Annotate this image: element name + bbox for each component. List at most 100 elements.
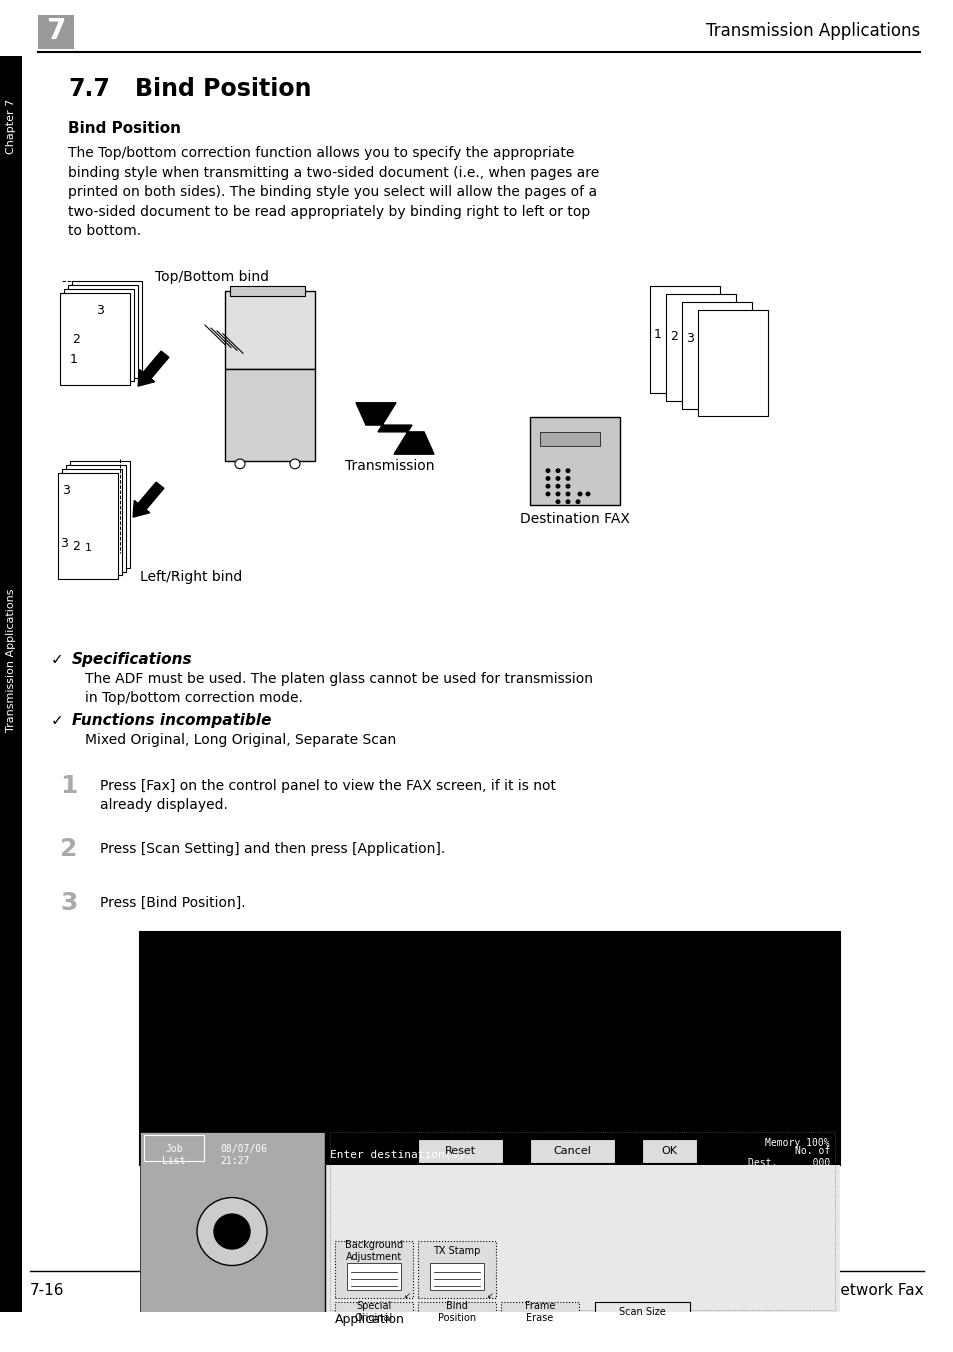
Bar (225, 291, 314, 369)
Bar (62, 469, 122, 576)
Bar (417, 1241, 496, 1298)
Polygon shape (355, 403, 434, 454)
Circle shape (213, 1214, 250, 1249)
Bar (665, 293, 735, 400)
Circle shape (575, 499, 579, 504)
Text: printed on both sides). The binding style you select will allow the pages of a: printed on both sides). The binding styl… (68, 185, 597, 199)
Bar (681, 301, 751, 408)
Text: Bind
Position: Bind Position (437, 1301, 476, 1322)
Circle shape (565, 499, 570, 504)
Bar (417, 1140, 502, 1163)
Circle shape (545, 476, 550, 481)
Circle shape (555, 476, 560, 481)
Circle shape (555, 484, 560, 488)
Circle shape (565, 476, 570, 481)
Bar (430, 1263, 483, 1290)
Bar (66, 465, 126, 572)
Text: The Top/bottom correction function allows you to specify the appropriate: The Top/bottom correction function allow… (68, 146, 574, 161)
Text: Bind Position: Bind Position (68, 120, 181, 135)
Text: Top/Bottom bind: Top/Bottom bind (154, 269, 269, 284)
Bar (140, 1132, 840, 1164)
Text: 08/07/06
21:27: 08/07/06 21:27 (220, 1144, 267, 1165)
Bar (38, 15, 74, 49)
Bar (500, 1302, 578, 1352)
Bar (70, 461, 130, 568)
Text: 7-16: 7-16 (30, 1283, 65, 1298)
Text: two-sided document to be read appropriately by binding right to left or top: two-sided document to be read appropriat… (68, 204, 590, 219)
Text: 7: 7 (47, 18, 66, 45)
Text: Bind Position: Bind Position (135, 77, 312, 101)
Text: OK: OK (660, 1146, 677, 1156)
Text: Press [Bind Position].: Press [Bind Position]. (100, 895, 245, 910)
Text: 2: 2 (669, 330, 678, 343)
Text: Transmission Applications: Transmission Applications (6, 588, 16, 731)
Text: Special
Original: Special Original (355, 1301, 393, 1322)
Text: 3: 3 (96, 304, 104, 318)
Circle shape (555, 468, 560, 473)
Text: Press [Scan Setting] and then press [Application].: Press [Scan Setting] and then press [App… (100, 842, 445, 856)
Circle shape (196, 1198, 267, 1265)
Text: Frame
Erase: Frame Erase (524, 1301, 555, 1322)
Text: Chapter 7: Chapter 7 (6, 99, 16, 154)
Text: 3: 3 (60, 537, 68, 550)
Bar (144, 1136, 204, 1160)
Bar (140, 932, 840, 1164)
Bar (335, 1302, 413, 1352)
Text: Press [Fax] on the control panel to view the FAX screen, if it is not: Press [Fax] on the control panel to view… (100, 779, 556, 794)
Bar (530, 418, 619, 504)
Bar (230, 287, 305, 296)
Text: 2: 2 (72, 333, 80, 346)
Bar (0, 80, 22, 160)
Text: Specifications: Specifications (71, 653, 193, 668)
Text: Cancel: Cancel (553, 1146, 590, 1156)
Circle shape (234, 460, 245, 469)
Circle shape (555, 499, 560, 504)
Text: 2: 2 (72, 539, 80, 553)
Text: Memory 100%: Memory 100% (764, 1138, 829, 1148)
Bar (0, 53, 22, 77)
Text: Left/Right bind: Left/Right bind (140, 571, 242, 584)
Text: already displayed.: already displayed. (100, 799, 228, 813)
Bar (64, 289, 133, 381)
Bar (68, 285, 138, 377)
Text: Network Fax: Network Fax (828, 1283, 923, 1298)
Text: No. of
Dest.      000: No. of Dest. 000 (747, 1146, 829, 1168)
Circle shape (565, 484, 570, 488)
Text: Reset: Reset (444, 1146, 475, 1156)
Bar (0, 49, 22, 1261)
Bar (539, 431, 599, 446)
Text: Enter destination(s).: Enter destination(s). (330, 1149, 471, 1160)
Bar (430, 1324, 483, 1351)
Text: ✓: ✓ (51, 653, 63, 668)
Circle shape (577, 492, 582, 496)
Text: Scan Size: Scan Size (618, 1307, 664, 1317)
Circle shape (545, 484, 550, 488)
Text: 1: 1 (70, 353, 78, 365)
Text: ✓: ✓ (51, 713, 63, 727)
Bar (58, 473, 118, 580)
Bar (347, 1324, 400, 1351)
Bar (225, 369, 314, 461)
Bar (649, 287, 720, 393)
Text: ↙: ↙ (486, 1291, 493, 1301)
Text: Mixed Original, Long Original, Separate Scan: Mixed Original, Long Original, Separate … (85, 733, 395, 746)
Circle shape (565, 492, 570, 496)
Text: Transmission Applications: Transmission Applications (705, 22, 919, 41)
Bar (140, 1132, 325, 1332)
Bar (0, 0, 22, 53)
Circle shape (565, 468, 570, 473)
Text: Background
Adjustment: Background Adjustment (345, 1240, 402, 1261)
Bar (71, 281, 142, 373)
Bar (595, 1302, 689, 1352)
FancyArrow shape (133, 483, 164, 516)
Circle shape (555, 492, 560, 496)
Text: 3: 3 (685, 333, 693, 345)
Bar (60, 293, 130, 385)
Text: Transmission: Transmission (345, 458, 435, 473)
Text: 3: 3 (60, 891, 77, 914)
Text: TX Stamp: TX Stamp (433, 1247, 480, 1256)
Text: 1: 1 (654, 329, 661, 341)
Text: Functions incompatible: Functions incompatible (71, 713, 272, 727)
Bar (140, 1132, 840, 1332)
FancyArrow shape (138, 352, 169, 387)
